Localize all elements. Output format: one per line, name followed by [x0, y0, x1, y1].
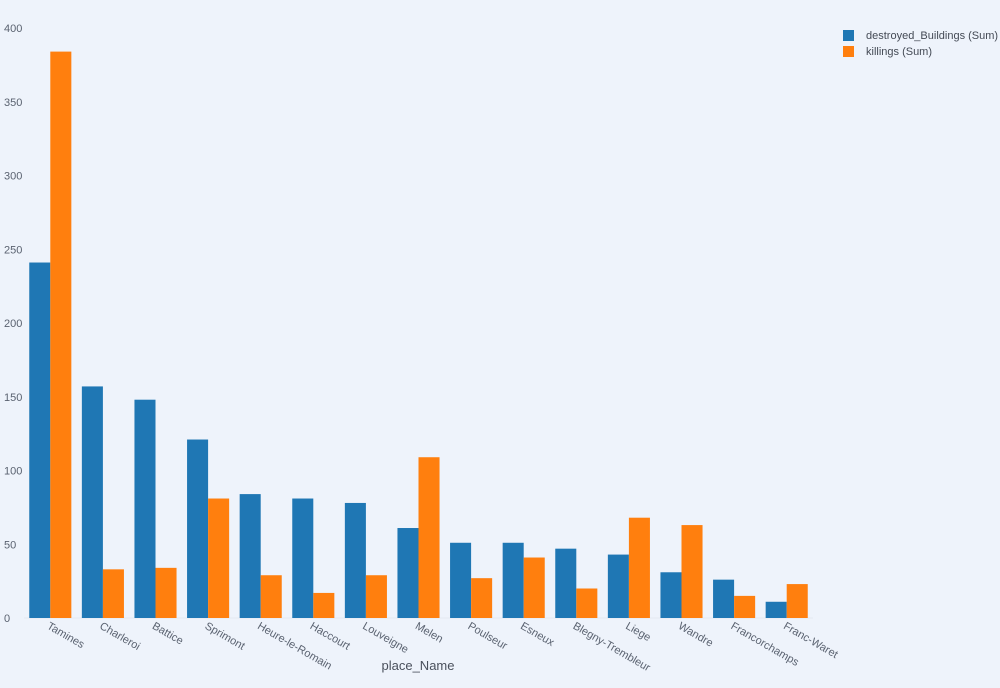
- bars: [29, 51, 808, 619]
- x-tick-label: Haccourt: [308, 620, 352, 652]
- bar-killings[interactable]: [50, 51, 72, 619]
- bar-destroyed-buildings[interactable]: [239, 494, 261, 618]
- x-tick-label: Melen: [413, 620, 445, 645]
- legend-swatch: [843, 46, 854, 57]
- bar-killings[interactable]: [576, 588, 598, 619]
- bar-destroyed-buildings[interactable]: [450, 542, 472, 618]
- x-tick-label: Tamines: [45, 620, 87, 651]
- legend-swatch: [843, 30, 854, 41]
- bar-destroyed-buildings[interactable]: [134, 399, 156, 618]
- x-tick-label: Liege: [623, 620, 652, 644]
- bar-killings[interactable]: [523, 557, 545, 618]
- bar-killings[interactable]: [786, 584, 808, 618]
- bar-killings[interactable]: [734, 595, 756, 619]
- y-tick-label: 250: [4, 244, 22, 256]
- legend-label[interactable]: destroyed_Buildings (Sum): [866, 30, 998, 42]
- bar-destroyed-buildings[interactable]: [397, 528, 419, 618]
- y-tick-label: 400: [4, 23, 22, 35]
- bar-destroyed-buildings[interactable]: [607, 554, 629, 618]
- bar-killings[interactable]: [102, 569, 124, 618]
- bar-destroyed-buildings[interactable]: [660, 572, 682, 618]
- y-tick-label: 350: [4, 97, 22, 109]
- y-tick-label: 300: [4, 171, 22, 183]
- bar-killings[interactable]: [628, 517, 650, 618]
- bar-destroyed-buildings[interactable]: [29, 262, 51, 618]
- x-tick-label: Poulseur: [466, 620, 510, 652]
- bar-destroyed-buildings[interactable]: [713, 579, 735, 618]
- x-tick-label: Battice: [150, 620, 185, 647]
- x-tick-label: Wandre: [676, 620, 715, 649]
- legend[interactable]: destroyed_Buildings (Sum) killings (Sum): [843, 30, 998, 58]
- y-tick-label: 150: [4, 392, 22, 404]
- bar-destroyed-buildings[interactable]: [81, 386, 103, 618]
- bar-killings[interactable]: [471, 578, 493, 618]
- legend-label[interactable]: killings (Sum): [866, 46, 932, 58]
- bar-killings[interactable]: [365, 575, 387, 618]
- bar-killings[interactable]: [260, 575, 282, 618]
- bar-destroyed-buildings[interactable]: [292, 498, 314, 618]
- bar-killings[interactable]: [418, 457, 440, 618]
- x-tick-label: Charleroi: [97, 620, 142, 653]
- bar-destroyed-buildings[interactable]: [344, 502, 366, 618]
- x-axis-title: place_Name: [382, 658, 455, 673]
- bar-destroyed-buildings[interactable]: [765, 601, 787, 618]
- y-tick-label: 0: [4, 613, 10, 625]
- x-tick-label: Sprimont: [203, 620, 247, 652]
- bar-destroyed-buildings[interactable]: [555, 548, 577, 618]
- y-axis: 0 50 100 150 200 250 300 350 400: [4, 23, 22, 625]
- bar-destroyed-buildings[interactable]: [502, 542, 524, 618]
- x-tick-label: Esneux: [518, 620, 556, 649]
- y-tick-label: 100: [4, 466, 22, 478]
- bar-killings[interactable]: [155, 567, 177, 618]
- bar-killings[interactable]: [208, 498, 230, 618]
- bar-killings[interactable]: [681, 525, 703, 618]
- bar-destroyed-buildings[interactable]: [187, 439, 209, 618]
- bar-killings[interactable]: [313, 592, 335, 618]
- y-tick-label: 200: [4, 318, 22, 330]
- x-tick-label: Louveigne: [360, 620, 410, 656]
- y-tick-label: 50: [4, 539, 16, 551]
